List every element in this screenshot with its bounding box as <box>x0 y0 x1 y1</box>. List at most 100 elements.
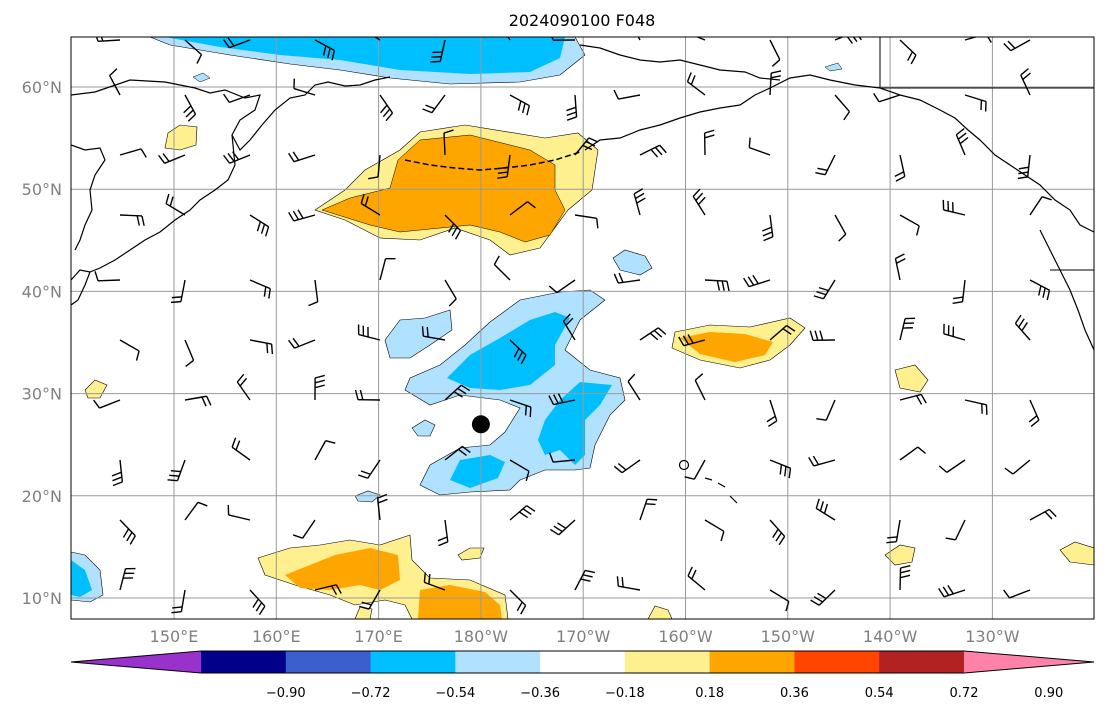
colorbar-tick-label: −0.90 <box>266 686 306 701</box>
map-title: 2024090100 F048 <box>509 11 656 30</box>
wind-barb <box>816 399 836 421</box>
wind-barb <box>964 37 992 43</box>
wind-barb <box>952 279 966 305</box>
negative-core-central <box>447 312 570 390</box>
wind-barb <box>170 279 186 304</box>
wind-barb <box>574 214 599 229</box>
colorbar-tick-label: 0.72 <box>950 686 979 701</box>
wind-barb <box>766 399 778 427</box>
wind-barb <box>899 214 920 236</box>
wind-barb <box>938 459 966 473</box>
wind-barb <box>119 567 136 591</box>
wind-barb <box>95 37 121 43</box>
wind-barb <box>158 153 186 164</box>
latitude-labels: 60°N 50°N 40°N 30°N 20°N 10°N <box>22 78 62 608</box>
wind-barb <box>743 274 771 288</box>
wind-barb <box>314 440 336 461</box>
lon-tick-label: 180°W <box>454 627 509 646</box>
wind-barb <box>694 373 706 401</box>
wind-barb <box>379 94 394 122</box>
wind-barb <box>184 501 208 521</box>
positive-blob-south-2 <box>354 606 373 619</box>
wind-barb <box>894 154 906 182</box>
wind-barb <box>704 279 730 292</box>
wind-barb <box>1004 459 1031 475</box>
wind-barb <box>633 188 646 216</box>
wind-barb <box>444 214 462 240</box>
wind-barb <box>1029 279 1051 301</box>
wind-barb <box>616 576 641 591</box>
positive-core-north-central <box>321 134 566 243</box>
negative-blob-west <box>384 309 453 359</box>
positive-region-northwest <box>164 124 198 151</box>
wind-barb <box>1029 508 1057 521</box>
hawaii-islands <box>704 477 738 504</box>
wind-barb <box>314 584 342 596</box>
lat-tick-label: 10°N <box>22 589 62 608</box>
colorbar-segment <box>794 651 880 673</box>
wind-barb <box>748 137 771 156</box>
wind-barb <box>574 137 599 156</box>
wind-barb <box>769 519 786 546</box>
wind-barb <box>184 39 203 64</box>
colorbar-segment <box>879 651 965 673</box>
wind-barb <box>945 519 966 541</box>
wind-barb <box>894 253 906 281</box>
wind-barb <box>769 70 782 96</box>
colorbar-segment <box>370 651 456 673</box>
wind-barb <box>873 92 901 103</box>
wind-barb <box>899 446 927 461</box>
lon-tick-label: 160°E <box>252 627 301 646</box>
wind-barb <box>223 93 251 104</box>
lon-tick-label: 150°W <box>761 627 816 646</box>
wind-barb <box>231 437 251 461</box>
wind-barb <box>493 255 511 281</box>
longitude-labels: 150°E 160°E 170°E 180°W 170°W 160°W 150°W 140°W… <box>150 627 1020 646</box>
wind-barb <box>769 459 792 479</box>
wind-barb <box>357 324 381 341</box>
wind-barb <box>497 154 511 179</box>
japan-kuril-coastline <box>71 144 106 251</box>
wind-barb <box>93 399 121 409</box>
colorbar-segment <box>709 651 795 673</box>
negative-core-east <box>538 382 612 465</box>
wind-barb <box>422 94 446 114</box>
wind-barb <box>119 214 145 226</box>
alaska-north-coastline <box>579 44 781 81</box>
wind-barb <box>509 201 536 216</box>
negative-core-south <box>450 455 505 488</box>
wind-barb <box>443 129 454 156</box>
positive-core-east <box>680 332 773 362</box>
wind-barb <box>288 337 316 349</box>
wind-barb <box>808 455 836 467</box>
colorbar-tick-label: −0.72 <box>351 686 391 701</box>
colorbar-segment <box>285 651 372 673</box>
wind-barb <box>813 279 836 300</box>
wind-barb <box>613 89 641 100</box>
wind-barb <box>684 459 706 480</box>
wind-barb <box>249 279 271 299</box>
colorbar-tick-label: 0.90 <box>1034 686 1063 701</box>
wind-barb <box>964 94 987 112</box>
map-background <box>71 37 1094 619</box>
wind-barb <box>943 323 966 341</box>
wind-barb <box>548 452 576 463</box>
negative-blob-small <box>411 419 436 437</box>
wind-barb <box>223 37 251 49</box>
wind-barb <box>444 279 457 307</box>
colorbar-outline <box>70 650 1095 674</box>
wind-barb <box>288 151 316 163</box>
colorbar-tick-label: −0.18 <box>605 686 645 701</box>
wind-barb <box>686 72 706 96</box>
wind-barb <box>360 193 381 216</box>
negative-blob-east-small <box>612 249 653 276</box>
wind-barb <box>437 519 449 547</box>
alaska-canada-border <box>879 37 1094 89</box>
lat-tick-label: 40°N <box>22 282 62 301</box>
wind-barb <box>549 519 576 536</box>
wind-barb <box>430 39 446 63</box>
wind-barb <box>1017 154 1031 180</box>
asia-mainland-coastline <box>71 269 91 306</box>
wind-barb <box>376 493 388 521</box>
wind-barb <box>509 94 530 116</box>
